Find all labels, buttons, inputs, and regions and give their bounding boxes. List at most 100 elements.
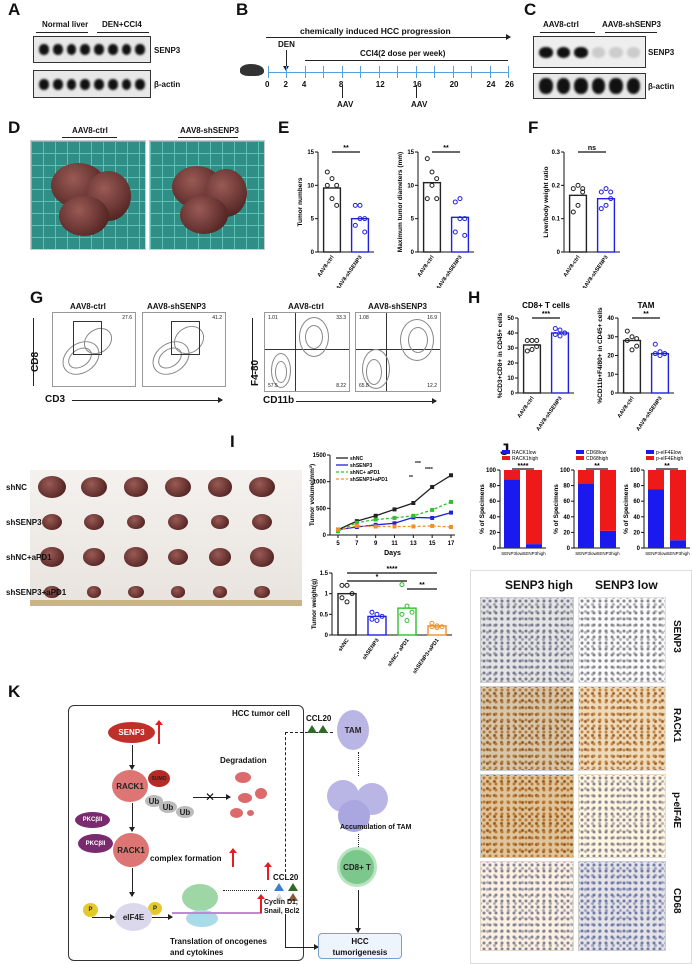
y-tick-label: 30 bbox=[507, 346, 514, 352]
data-point bbox=[339, 595, 345, 601]
y-tick-label: 10 bbox=[307, 183, 314, 189]
stacked-bar-segment bbox=[504, 479, 520, 548]
data-point bbox=[457, 196, 463, 202]
y-tick-label: 1 bbox=[325, 592, 329, 598]
data-point bbox=[434, 196, 440, 202]
chart-title: CD8+ T cells bbox=[522, 301, 570, 310]
panel-label-f: F bbox=[528, 118, 539, 137]
y-tick-label: 0 bbox=[311, 250, 315, 256]
liver-photo-sh bbox=[149, 140, 265, 250]
chart-rack1-specimens: 0 20 40 60 80 100 % of Specimens RACK1lowRACK1h… bbox=[479, 450, 546, 556]
timeline-tick bbox=[434, 66, 436, 78]
ccl20-label: CCL20 bbox=[273, 873, 299, 882]
aav-label-1: AAV bbox=[337, 100, 354, 109]
bar bbox=[550, 332, 570, 394]
x-tick-label: shNC bbox=[337, 638, 350, 653]
ihc-row-cd68: CD68 bbox=[671, 888, 682, 914]
data-point bbox=[608, 196, 614, 202]
stacked-bar-segment bbox=[648, 470, 664, 490]
legend-label: shSENP3 bbox=[350, 463, 372, 469]
tumorigenesis-label: tumorigenesis bbox=[332, 948, 388, 957]
legend-swatch bbox=[576, 450, 584, 454]
y-tick-label: 100 bbox=[486, 468, 497, 474]
data-point bbox=[374, 611, 380, 617]
tumor-specimen bbox=[83, 548, 105, 566]
tumor-specimen bbox=[213, 586, 227, 598]
data-point bbox=[570, 209, 576, 215]
flow-title-1: AAV8-ctrl bbox=[70, 302, 106, 311]
ihc-image bbox=[578, 686, 666, 771]
data-point bbox=[652, 341, 658, 347]
data-point bbox=[329, 196, 335, 202]
y-axis-arrow bbox=[33, 318, 34, 386]
data-point bbox=[634, 336, 640, 342]
ihc-image bbox=[578, 597, 666, 683]
timeline-tick bbox=[268, 66, 269, 78]
data-point bbox=[575, 182, 581, 188]
photo-label-sh: AAV8-shSENP3 bbox=[180, 126, 239, 135]
data-point bbox=[369, 616, 375, 622]
y-axis-label: %CD11b+F4/80+ in CD45+ cells bbox=[597, 307, 604, 404]
y-tick-label: 20 bbox=[507, 361, 514, 367]
data-point bbox=[392, 521, 397, 526]
data-point bbox=[534, 338, 540, 343]
axis-label-f480: F4-80 bbox=[250, 359, 261, 386]
axis-label-cd11b: CD11b bbox=[263, 395, 295, 406]
y-tick-label: 0.2 bbox=[552, 183, 561, 189]
stacked-bar-segment bbox=[578, 470, 594, 484]
data-point bbox=[354, 523, 359, 528]
data-point bbox=[324, 169, 330, 175]
y-tick-label: 100 bbox=[630, 468, 641, 474]
y-tick-label: 10 bbox=[407, 183, 414, 189]
row-label-shnc: shNC bbox=[6, 483, 27, 492]
stacked-bar-segment bbox=[578, 483, 594, 548]
stacked-bar-segment bbox=[526, 544, 542, 548]
data-point bbox=[452, 199, 458, 205]
panel-label-a: A bbox=[8, 0, 21, 19]
y-tick-label: 15 bbox=[307, 150, 314, 156]
legend-swatch bbox=[646, 450, 654, 454]
y-tick-label: 80 bbox=[563, 484, 570, 490]
photo-label-ctrl: AAV8-ctrl bbox=[72, 126, 108, 135]
x-tick-label: 13 bbox=[410, 541, 417, 547]
row-label-actin: β-actin bbox=[154, 80, 181, 89]
x-tick-label: 5 bbox=[336, 541, 340, 547]
tumor-specimen bbox=[208, 477, 232, 497]
tumor-specimen bbox=[81, 476, 107, 498]
y-axis-label: % of Specimens bbox=[623, 484, 630, 534]
senp3-node: SENP3 bbox=[108, 722, 155, 743]
row-label-shsenp3: shSENP3 bbox=[6, 518, 42, 527]
bar bbox=[596, 197, 616, 253]
tumor-specimen bbox=[44, 585, 60, 599]
panel-label-g: G bbox=[30, 288, 44, 307]
stacked-bar-segment bbox=[600, 530, 616, 548]
y-tick-label: 100 bbox=[560, 468, 571, 474]
legend-label: shNC+ aPD1 bbox=[350, 470, 380, 476]
axis-label-cd8: CD8 bbox=[30, 351, 41, 372]
stacked-bar-segment bbox=[670, 540, 686, 548]
y-tick-label: 60 bbox=[489, 499, 496, 505]
significance-label: **** bbox=[387, 566, 398, 573]
data-point bbox=[329, 176, 335, 182]
data-point bbox=[430, 485, 435, 489]
y-tick-label: 1500 bbox=[313, 453, 327, 459]
x-tick-label: AAV8-shSENP3 bbox=[535, 396, 563, 432]
x-tick-label: AAV8-ctrl bbox=[517, 395, 536, 419]
tumor-specimen bbox=[124, 477, 148, 497]
significance-label: ** bbox=[409, 475, 413, 481]
ihc-row-peif4e: p-eIF4E bbox=[671, 792, 682, 829]
y-tick-label: 0.1 bbox=[552, 217, 561, 223]
x-tick-label: AAV8-shSENP3 bbox=[335, 255, 363, 288]
complex-formation-label: complex formation bbox=[150, 854, 222, 863]
x-tick-label: 9 bbox=[374, 541, 378, 547]
data-point bbox=[462, 232, 468, 238]
data-point bbox=[603, 186, 609, 192]
chart-tam: 0 10 20 30 40%CD11b+F4/80+ in CD45+ cells TAM… bbox=[597, 301, 674, 432]
bar bbox=[322, 187, 342, 253]
y-tick-label: 80 bbox=[489, 484, 496, 490]
ub-node: Ub bbox=[176, 806, 194, 818]
rack1-node: RACK1 bbox=[112, 770, 148, 802]
data-point bbox=[570, 186, 576, 192]
legend-label: CD68low bbox=[586, 450, 607, 456]
group-label-den: DEN+CCl4 bbox=[102, 20, 142, 29]
